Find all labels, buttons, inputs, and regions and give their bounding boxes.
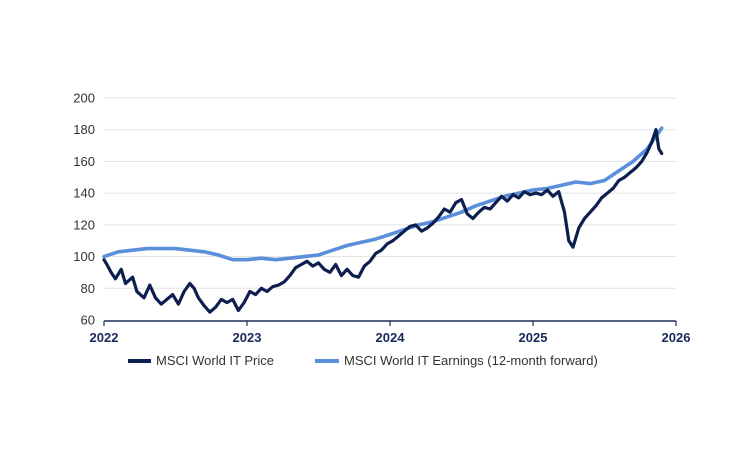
y-tick-label-80: 80 — [81, 281, 95, 296]
x-tick-label-2024: 2024 — [376, 330, 406, 345]
y-tick-label-140: 140 — [73, 186, 95, 201]
x-tick-label-2025: 2025 — [519, 330, 548, 345]
series-line-earnings — [102, 126, 664, 262]
y-tick-label-180: 180 — [73, 122, 95, 137]
x-tick-label-2026: 2026 — [662, 330, 691, 345]
y-tick-label-100: 100 — [73, 249, 95, 264]
series-line-price — [102, 128, 664, 314]
gridlines — [104, 97, 676, 289]
y-tick-label-160: 160 — [73, 154, 95, 169]
x-tick-label-2022: 2022 — [90, 330, 119, 345]
y-tick-label-60: 60 — [81, 313, 95, 328]
legend: MSCI World IT Price MSCI World IT Earnin… — [128, 353, 598, 368]
y-tick-label-200: 200 — [73, 91, 95, 106]
legend-label-price: MSCI World IT Price — [156, 353, 274, 368]
y-axis-tick-labels: 60 80 100 120 140 160 180 200 — [73, 91, 95, 328]
legend-label-earnings: MSCI World IT Earnings (12-month forward… — [344, 353, 598, 368]
y-tick-label-120: 120 — [73, 217, 95, 232]
x-tick-label-2023: 2023 — [233, 330, 262, 345]
series-lines — [102, 126, 664, 314]
x-axis-tick-labels: 2022 2023 2024 2025 2026 — [90, 321, 691, 345]
